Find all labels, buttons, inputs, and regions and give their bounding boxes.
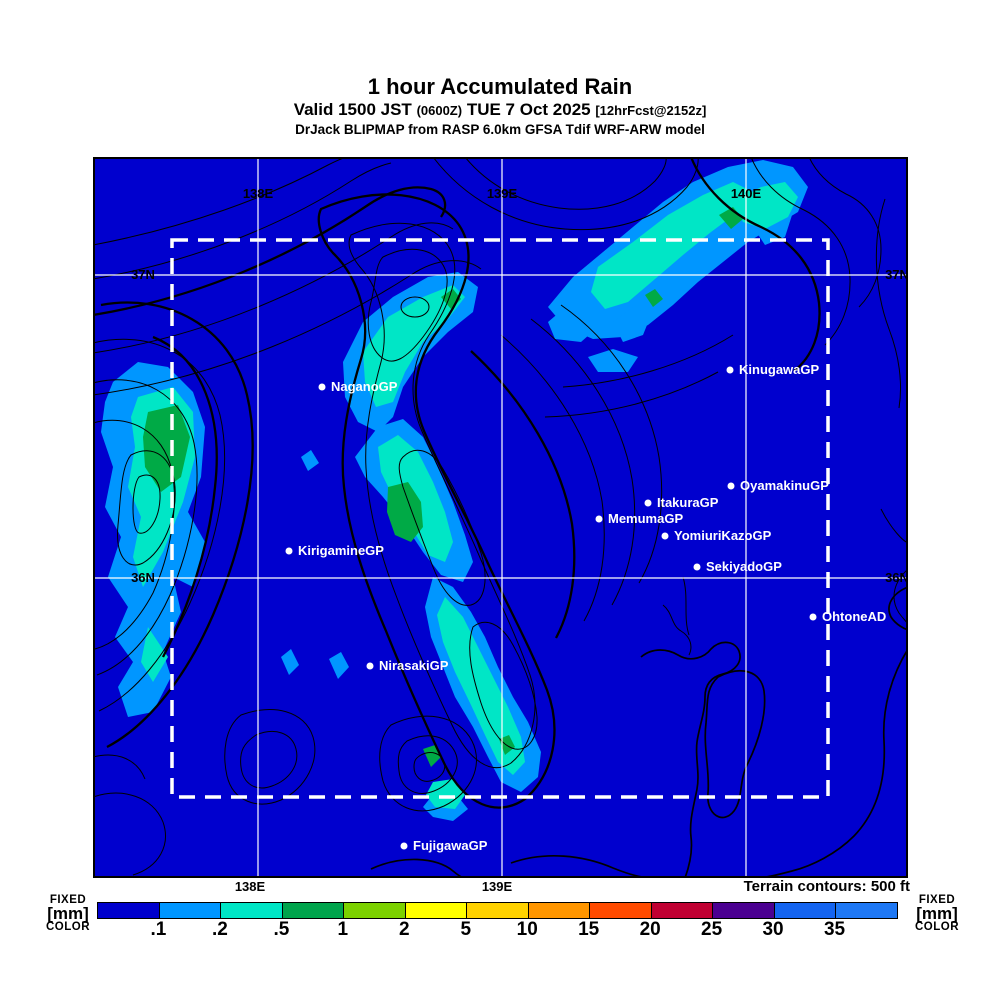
colorbar-segment <box>650 903 713 918</box>
valid-time-line: Valid 1500 JST (0600Z) TUE 7 Oct 2025 [1… <box>0 100 1000 120</box>
station-label-memumagp: MemumaGP <box>608 511 683 526</box>
colorbar-segment <box>773 903 836 918</box>
colorbar-segment <box>466 903 528 918</box>
colorbar-segment <box>281 903 344 918</box>
colorbar-tick: 2 <box>399 919 410 940</box>
title-block: 1 hour Accumulated Rain Valid 1500 JST (… <box>0 74 1000 137</box>
colorbar-tick: .5 <box>273 919 290 940</box>
valid-time: Valid 1500 JST <box>293 100 412 120</box>
lon-label-138e-top: 138E <box>243 186 274 201</box>
station-label-sekiyadogp: SekiyadoGP <box>706 559 782 574</box>
colorbar-segment <box>589 903 651 918</box>
grid-labels: 138E 139E 140E 37N 37N 36N 36N <box>131 186 909 585</box>
colorbar-unit-left: FIXED [mm] COLOR <box>45 894 91 934</box>
colorbar-tick: 15 <box>578 919 600 940</box>
colorbar-tick: 25 <box>701 919 723 940</box>
station-label-itakuragp: ItakuraGP <box>657 495 719 510</box>
colorbar-segment <box>98 903 159 918</box>
colorbar-segment <box>712 903 774 918</box>
terrain-contours-note: Terrain contours: 500 ft <box>743 878 910 895</box>
colorbar-segment <box>527 903 590 918</box>
colorbar-segment <box>404 903 467 918</box>
colorbar-segment <box>220 903 282 918</box>
map-border <box>93 157 908 878</box>
station-dot-ohtonead <box>809 613 817 621</box>
colorbar <box>97 902 898 919</box>
colorbar-tick: 1 <box>337 919 349 940</box>
map-canvas: 138E 139E 140E 37N 37N 36N 36N NaganoGP … <box>92 156 909 879</box>
forecast-cycle: [12hrFcst@2152z] <box>595 103 707 119</box>
station-dot-kinugawagp <box>726 366 734 374</box>
station-markers: NaganoGP KinugawaGP OyamakinuGP ItakuraG… <box>285 362 886 853</box>
lon-label-139e-top: 139E <box>487 186 518 201</box>
station-label-ohtonead: OhtoneAD <box>822 609 886 624</box>
page-title: 1 hour Accumulated Rain <box>367 74 633 99</box>
lat-label-36n-right: 36N <box>885 570 908 585</box>
domain-box <box>170 238 830 799</box>
colorbar-unit-right: FIXED [mm] COLOR <box>914 894 960 934</box>
latlon-grid <box>93 157 908 878</box>
colorbar-segment <box>158 903 221 918</box>
colorbar-tick: .1 <box>150 919 167 940</box>
station-dot-yomiurikazogp <box>661 532 669 540</box>
colorbar-tick: 30 <box>762 919 784 940</box>
station-dot-naganogp <box>318 383 326 391</box>
colorbar-tick: 35 <box>823 919 846 940</box>
station-label-kirigaminegp: KirigamineGP <box>298 543 384 558</box>
station-dot-kirigaminegp <box>285 547 293 555</box>
lon-label-140e-top: 140E <box>731 186 762 201</box>
colorbar-ticks: .1 .2 .5 1 2 5 10 15 20 25 30 35 <box>97 919 896 941</box>
colorbar-tick: .2 <box>211 919 228 940</box>
station-dot-itakuragp <box>644 499 652 507</box>
valid-date: TUE 7 Oct 2025 <box>466 100 591 120</box>
lat-label-37n-right: 37N <box>885 267 908 282</box>
station-label-yomiurikazogp: YomiuriKazoGP <box>674 528 772 543</box>
lon-label-139e-bottom: 139E <box>481 879 513 894</box>
colorbar-tick: 10 <box>516 919 538 940</box>
station-label-nirasakigp: NirasakiGP <box>379 658 449 673</box>
lat-label-37n-left: 37N <box>131 267 155 282</box>
colorbar-segment <box>343 903 405 918</box>
station-dot-oyamakinugp <box>727 482 735 490</box>
lon-label-138e-bottom: 138E <box>234 879 266 894</box>
colorbar-segment <box>835 903 897 918</box>
station-label-oyamakinugp: OyamakinuGP <box>740 478 829 493</box>
map-svg: 138E 139E 140E 37N 37N 36N 36N NaganoGP … <box>92 156 909 879</box>
station-dot-fujigawagp <box>400 842 408 850</box>
station-label-fujigawagp: FujigawaGP <box>413 838 488 853</box>
station-label-kinugawagp: KinugawaGP <box>739 362 820 377</box>
colorbar-tick: 5 <box>460 919 472 940</box>
valid-time-utc: (0600Z) <box>416 103 463 119</box>
model-line: DrJack BLIPMAP from RASP 6.0km GFSA Tdif… <box>295 121 705 137</box>
station-dot-nirasakigp <box>366 662 374 670</box>
station-label-naganogp: NaganoGP <box>331 379 398 394</box>
station-dot-memumagp <box>595 515 603 523</box>
colorbar-tick: 20 <box>639 919 661 940</box>
station-dot-sekiyadogp <box>693 563 701 571</box>
lat-label-36n-left: 36N <box>131 570 155 585</box>
